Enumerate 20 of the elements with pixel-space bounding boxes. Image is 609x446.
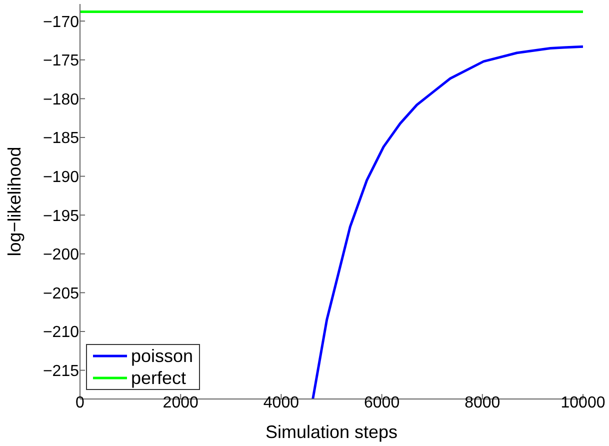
y-axis-title: log−likelihood xyxy=(4,146,24,256)
y-tick-label: −215 xyxy=(42,362,80,380)
x-tick-label: 10000 xyxy=(560,394,606,412)
y-tick-label: −185 xyxy=(42,130,80,148)
x-tick-label: 6000 xyxy=(364,394,400,412)
x-tick-label: 0 xyxy=(76,394,85,412)
y-tick-label: −195 xyxy=(42,208,80,225)
y-tick-label: −210 xyxy=(42,324,80,342)
x-tick-label: 2000 xyxy=(162,394,198,412)
y-tick-label: −170 xyxy=(42,14,80,31)
y-tick-label: −175 xyxy=(42,52,80,70)
y-tick-label: −190 xyxy=(42,168,80,186)
y-tick-label: −200 xyxy=(42,246,80,264)
x-tick-label: 4000 xyxy=(263,394,300,412)
legend-label: perfect xyxy=(131,367,186,389)
x-axis-title: Simulation steps xyxy=(265,422,398,442)
x-tick-label: 8000 xyxy=(464,394,500,412)
y-tick-label: −205 xyxy=(42,285,80,302)
legend-label: poisson xyxy=(131,345,194,367)
y-tick-label: −180 xyxy=(42,91,80,108)
